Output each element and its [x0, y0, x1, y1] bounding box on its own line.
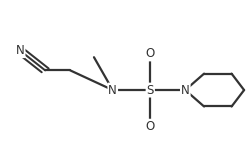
- Text: O: O: [145, 47, 154, 60]
- Text: O: O: [145, 120, 154, 133]
- Text: N: N: [108, 84, 117, 97]
- Text: S: S: [146, 84, 153, 97]
- Text: N: N: [180, 84, 189, 97]
- Text: N: N: [16, 44, 24, 57]
